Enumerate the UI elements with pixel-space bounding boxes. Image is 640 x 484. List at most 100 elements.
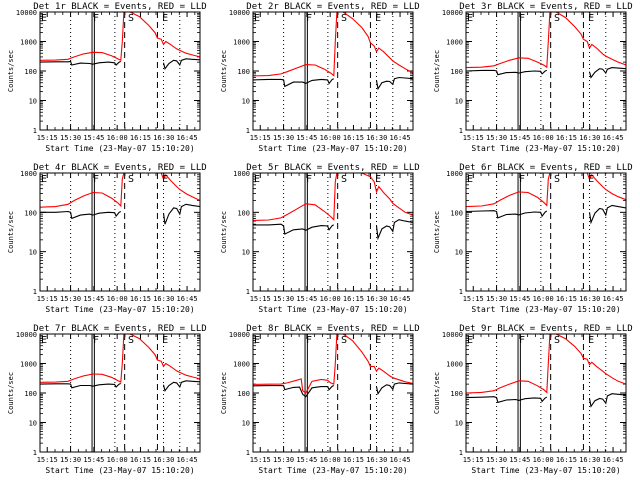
lld-series-line [129,12,200,58]
x-tick-label: 16:45 [177,295,198,303]
x-tick-label: 15:15 [37,295,58,303]
x-tick-label: 16:15 [130,134,151,142]
x-tick-label: 16:00 [533,295,554,303]
lld-series-line [466,173,551,208]
events-series-line [162,58,200,70]
x-tick-label: 16:15 [556,456,577,464]
x-tick-label: 16:30 [153,456,174,464]
y-tick-label: 10 [242,249,250,257]
x-tick-label: 16:00 [533,134,554,142]
y-tick-label: 1 [33,127,37,135]
chart-panel: Det 5r BLACK = Events, RED = LLD Counts/s… [220,163,420,314]
lld-series-line [466,12,551,69]
x-tick-label: 16:45 [603,456,624,464]
lld-series-line [556,173,626,201]
events-series-line [375,76,413,91]
flag-label: E [588,335,594,346]
plot-frame [39,11,201,131]
x-tick-label: 16:30 [153,295,174,303]
y-tick-label: 100 [237,209,250,217]
x-tick-label: 16:00 [107,134,128,142]
x-tick-label: 16:15 [130,456,151,464]
lld-series-line [343,173,413,216]
x-tick-label: 15:30 [486,456,507,464]
y-tick-label: 1000 [20,39,37,47]
x-tick-label: 15:45 [296,456,317,464]
lld-series-line [130,173,200,201]
y-tick-label: 1 [459,449,463,457]
flag-label: E [162,13,168,24]
chart-panel: Det 9r BLACK = Events, RED = LLD Counts/s… [433,324,633,475]
chart-title: Det 7r BLACK = Events, RED = LLD [33,324,206,334]
y-tick-label: 10000 [229,9,250,17]
plot-frame [465,172,627,292]
x-tick-label: 16:45 [177,134,198,142]
lld-series-line [129,334,200,380]
y-tick-label: 1000 [20,170,37,178]
y-tick-label: 1000 [233,39,250,47]
y-axis-label: Counts/sec [433,211,441,253]
flag-label: F [93,174,99,185]
plot-frame [39,333,201,453]
plot-frame [39,172,201,292]
flag-label: F [519,13,525,24]
x-tick-label: 16:45 [390,295,411,303]
flag-label: S [341,335,347,346]
lld-series-line [253,173,338,222]
events-series-line [375,219,413,241]
x-tick-label: 15:15 [250,456,271,464]
y-axis-label: Counts/sec [220,50,228,92]
lld-series-line [253,334,338,394]
flag-label: E [467,13,473,24]
x-tick-label: 15:45 [509,456,530,464]
chart-panel: Det 3r BLACK = Events, RED = LLD Counts/s… [433,2,633,153]
events-series-line [40,382,121,389]
events-series-line [162,203,200,225]
x-tick-label: 15:30 [60,134,81,142]
x-axis-label: Start Time (23-May-07 15:10:20) [471,466,620,475]
x-tick-label: 15:45 [83,295,104,303]
events-series-line [466,210,548,219]
flag-label: S [128,335,134,346]
x-tick-label: 16:30 [366,456,387,464]
y-axis-label: Counts/sec [7,50,15,92]
x-tick-label: 15:45 [296,134,317,142]
flag-label: E [467,174,473,185]
y-tick-label: 10 [455,420,463,428]
y-tick-label: 10 [242,98,250,106]
events-series-line [588,67,626,79]
lld-series-line [342,12,413,74]
x-tick-label: 16:15 [556,295,577,303]
x-axis-label: Start Time (23-May-07 15:10:20) [258,466,407,475]
lld-series-line [342,334,413,385]
x-axis-label: Start Time (23-May-07 15:10:20) [471,144,620,153]
y-axis-label: Counts/sec [220,372,228,414]
y-tick-label: 10000 [442,331,463,339]
x-tick-label: 15:45 [509,134,530,142]
y-axis-label: Counts/sec [7,211,15,253]
chart-title: Det 1r BLACK = Events, RED = LLD [33,2,206,12]
chart-title: Det 2r BLACK = Events, RED = LLD [246,2,419,12]
x-tick-label: 16:00 [107,456,128,464]
lld-series-line [40,334,125,383]
events-series-line [40,210,122,220]
chart-panel: Det 6r BLACK = Events, RED = LLD Counts/s… [433,163,633,314]
flag-label: F [306,174,312,185]
flag-label: E [41,335,47,346]
y-tick-label: 1 [246,127,250,135]
x-tick-label: 16:30 [579,134,600,142]
flag-label: E [588,13,594,24]
events-series-line [588,393,626,408]
x-tick-label: 16:00 [320,134,341,142]
events-series-line [588,204,626,225]
flag-label: S [341,174,347,185]
x-tick-label: 15:30 [60,295,81,303]
y-tick-label: 1 [246,288,250,296]
lld-series-line [555,334,626,385]
y-tick-label: 1 [33,449,37,457]
y-tick-label: 1000 [20,361,37,369]
x-tick-label: 15:15 [250,134,271,142]
y-tick-label: 100 [24,390,37,398]
x-tick-label: 15:15 [463,456,484,464]
flag-label: S [128,174,134,185]
